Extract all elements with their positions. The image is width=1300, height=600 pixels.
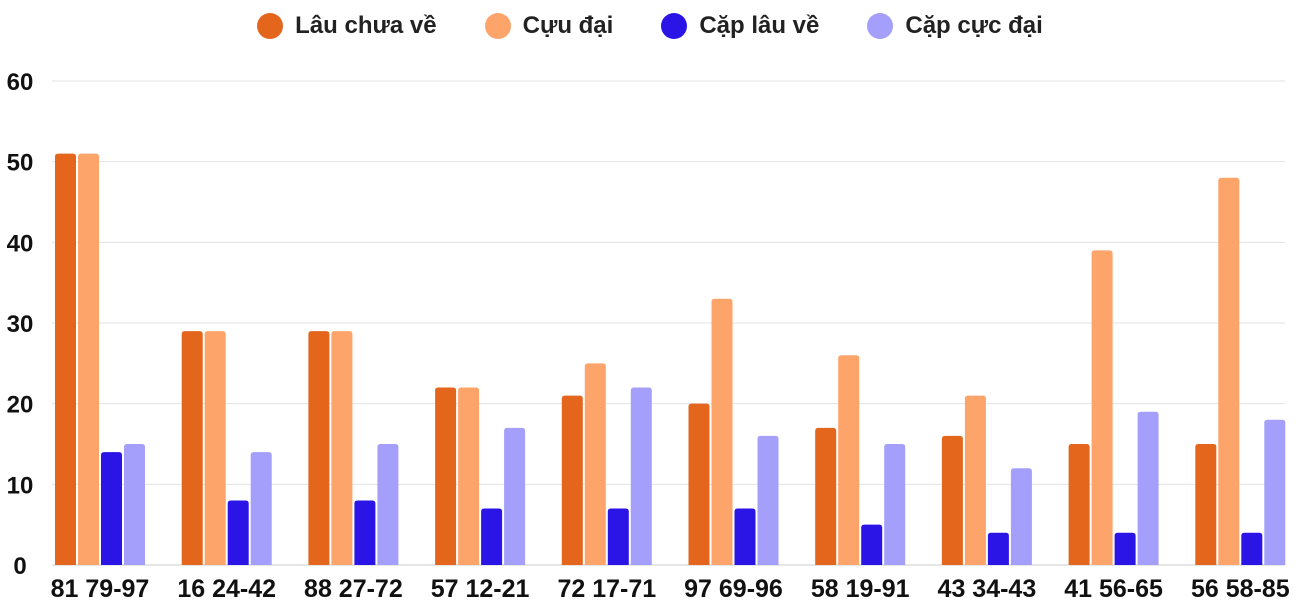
bar xyxy=(861,524,883,565)
bar xyxy=(815,427,837,565)
bar xyxy=(711,298,733,565)
x-tick-label: 16 24-42 xyxy=(177,575,276,600)
bar xyxy=(78,153,99,565)
bar xyxy=(377,444,399,565)
x-axis: 81 79-97 16 24-42 88 27-72 57 12-21 72 17-71… xyxy=(51,575,1290,600)
legend-swatch-lau-chua-ve-icon xyxy=(257,13,284,39)
y-tick-label: 20 xyxy=(7,392,34,419)
y-axis: 0 10 20 30 40 50 60 xyxy=(7,69,34,580)
x-tick-label: 56 58-85 xyxy=(1191,575,1290,600)
bar xyxy=(757,435,779,565)
bar xyxy=(964,395,986,565)
bar xyxy=(941,435,963,565)
y-tick-label: 50 xyxy=(7,150,34,177)
y-tick-label: 10 xyxy=(7,472,34,499)
bar xyxy=(838,355,860,565)
legend-swatch-cuu-dai-icon xyxy=(484,13,511,39)
legend-swatch-cap-lau-ve-icon xyxy=(661,13,688,39)
bar xyxy=(250,452,272,565)
x-tick-label: 57 12-21 xyxy=(431,575,530,600)
bar xyxy=(308,331,330,565)
x-tick-label: 41 56-65 xyxy=(1064,575,1163,600)
y-tick-label: 30 xyxy=(7,311,34,338)
x-tick-label: 88 27-72 xyxy=(304,575,403,600)
bar xyxy=(1264,419,1286,565)
bar xyxy=(481,508,503,565)
x-tick-label: 72 17-71 xyxy=(557,575,656,600)
bar xyxy=(688,403,710,565)
bar xyxy=(1114,532,1136,565)
bar xyxy=(227,500,249,565)
legend-item-cap-lau-ve[interactable]: Cặp lâu về xyxy=(661,12,819,40)
bar xyxy=(331,331,353,565)
legend-item-cap-cuc-dai[interactable]: Cặp cực đại xyxy=(867,12,1043,40)
legend-label-cap-lau-ve: Cặp lâu về xyxy=(699,12,820,39)
bar xyxy=(204,331,226,565)
bar xyxy=(435,387,457,565)
bar xyxy=(1068,444,1090,565)
y-tick-label: 40 xyxy=(7,230,34,257)
bar xyxy=(1137,411,1159,565)
bar xyxy=(354,500,376,565)
bar xyxy=(101,452,122,565)
bar xyxy=(734,508,756,565)
bar xyxy=(1091,250,1113,565)
legend-label-cap-cuc-dai: Cặp cực đại xyxy=(905,12,1043,39)
bar xyxy=(607,508,629,565)
bar xyxy=(1010,468,1032,565)
legend-swatch-cap-cuc-dai-icon xyxy=(867,13,894,39)
bar xyxy=(1218,177,1240,566)
bar xyxy=(181,331,203,565)
bar xyxy=(458,387,480,565)
bar xyxy=(884,444,906,565)
bar xyxy=(504,427,526,565)
y-tick-label: 0 xyxy=(13,553,26,580)
x-tick-label: 97 69-96 xyxy=(684,575,783,600)
y-tick-label: 60 xyxy=(7,69,34,96)
bar xyxy=(584,363,606,565)
bar xyxy=(124,444,145,565)
x-tick-label: 81 79-97 xyxy=(51,575,150,600)
x-tick-label: 58 19-91 xyxy=(811,575,910,600)
chart-legend: Lâu chưa về Cựu đại Cặp lâu về Cặp cực đ… xyxy=(0,12,1300,40)
bar xyxy=(561,395,583,565)
bar xyxy=(55,153,76,565)
legend-item-cuu-dai[interactable]: Cựu đại xyxy=(484,12,614,40)
bar xyxy=(630,387,652,565)
bars xyxy=(55,153,1286,566)
legend-item-lau-chua-ve[interactable]: Lâu chưa về xyxy=(257,12,437,40)
legend-label-cuu-dai: Cựu đại xyxy=(522,12,614,39)
bar xyxy=(1241,532,1263,565)
x-tick-label: 43 34-43 xyxy=(938,575,1037,600)
bar xyxy=(987,532,1009,565)
legend-label-lau-chua-ve: Lâu chưa về xyxy=(295,12,437,39)
bar xyxy=(1195,444,1217,565)
